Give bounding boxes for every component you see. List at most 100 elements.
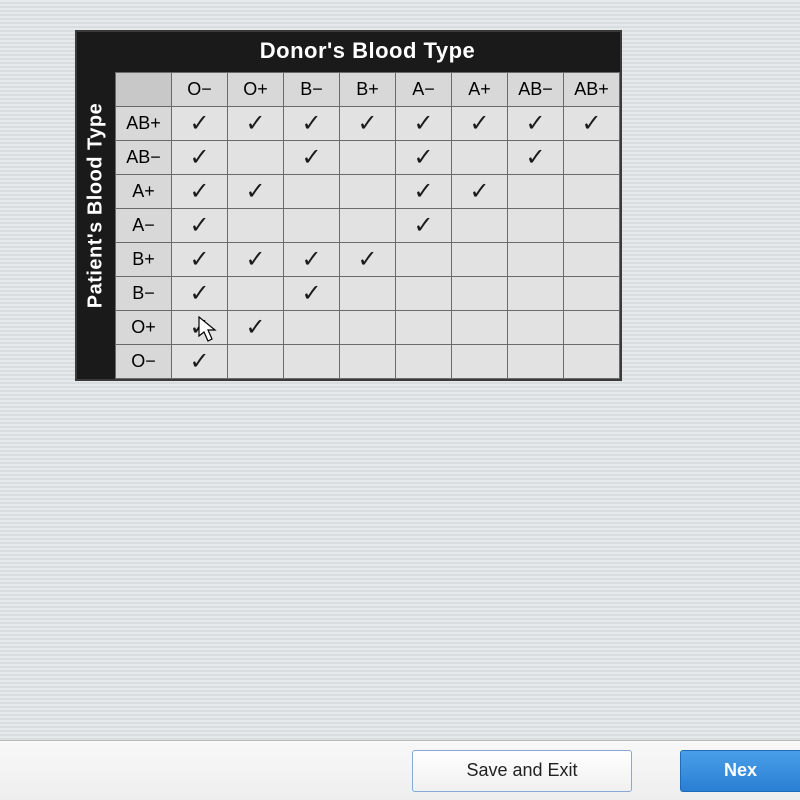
compat-cell: ✓ [396,107,452,141]
check-icon: ✓ [301,110,321,137]
compat-cell [284,345,340,379]
compat-cell [340,277,396,311]
check-icon: ✓ [525,110,545,137]
table-row: A−✓✓ [116,209,620,243]
compat-cell [228,209,284,243]
compat-cell: ✓ [284,277,340,311]
compatibility-table: O− O+ B− B+ A− A+ AB− AB+ AB+✓✓✓✓✓✓✓✓AB−… [115,72,620,379]
compat-cell: ✓ [172,277,228,311]
compat-cell: ✓ [396,209,452,243]
compat-cell: ✓ [564,107,620,141]
compat-cell [564,277,620,311]
check-icon: ✓ [189,348,209,375]
table-main: Donor's Blood Type O− O+ B− B+ A− A+ AB−… [115,32,620,379]
check-icon: ✓ [469,178,489,205]
compat-cell [340,311,396,345]
save-exit-button[interactable]: Save and Exit [412,750,632,792]
bottom-toolbar: Save and Exit Nex [0,740,800,800]
check-icon: ✓ [189,178,209,205]
next-button[interactable]: Nex [680,750,800,792]
check-icon: ✓ [413,110,433,137]
check-icon: ✓ [245,314,265,341]
donor-col-1: O+ [228,73,284,107]
compat-cell [340,345,396,379]
check-icon: ✓ [189,314,209,341]
compat-cell: ✓ [172,209,228,243]
compat-cell: ✓ [452,107,508,141]
compat-cell: ✓ [172,345,228,379]
compat-cell [340,141,396,175]
check-icon: ✓ [245,110,265,137]
compat-cell [396,311,452,345]
compat-cell [564,175,620,209]
patient-row-label: B− [116,277,172,311]
patient-row-label: AB+ [116,107,172,141]
compat-cell [396,243,452,277]
compat-cell: ✓ [396,141,452,175]
check-icon: ✓ [189,110,209,137]
compat-cell [452,277,508,311]
corner-cell [116,73,172,107]
patient-row-label: AB− [116,141,172,175]
compat-cell: ✓ [172,141,228,175]
compat-cell [284,209,340,243]
compat-cell [508,243,564,277]
compat-cell: ✓ [340,243,396,277]
donor-col-7: AB+ [564,73,620,107]
check-icon: ✓ [413,178,433,205]
compat-cell: ✓ [284,107,340,141]
table-row: AB+ ✓ ✓ ✓ ✓ ✓ ✓ ✓ ✓ [116,107,620,141]
check-icon: ✓ [357,110,377,137]
compat-cell [508,277,564,311]
check-icon: ✓ [581,110,601,137]
compat-cell [228,345,284,379]
compat-cell [508,345,564,379]
table-row: B− ✓ ✓ [116,277,620,311]
compat-cell: ✓ [508,107,564,141]
compat-cell: ✓ [228,175,284,209]
check-icon: ✓ [189,280,209,307]
table-row: B+ ✓ ✓ ✓ ✓ [116,243,620,277]
compat-cell [228,277,284,311]
check-icon: ✓ [301,144,321,171]
compat-cell [452,243,508,277]
compat-cell: ✓ [228,107,284,141]
compat-cell: ✓ [172,175,228,209]
compat-cell [508,311,564,345]
compat-cell [452,209,508,243]
compat-cell [284,311,340,345]
compat-cell [452,311,508,345]
compat-cell [508,175,564,209]
patient-row-label: B+ [116,243,172,277]
compat-cell [284,175,340,209]
compat-cell: ✓ [452,175,508,209]
compat-cell [452,141,508,175]
compat-cell [564,209,620,243]
compat-cell [396,345,452,379]
donor-col-6: AB− [508,73,564,107]
compat-cell: ✓ [284,243,340,277]
check-icon: ✓ [189,246,209,273]
compat-cell [564,345,620,379]
check-icon: ✓ [245,246,265,273]
table-body: AB+✓✓✓✓✓✓✓✓AB−✓✓✓✓A+✓✓✓✓A−✓✓B+✓✓✓✓B−✓✓O+… [116,107,620,379]
row-axis-header: Patient's Blood Type [77,32,115,379]
table-row: A+ ✓ ✓ ✓ ✓ [116,175,620,209]
patient-row-label: A+ [116,175,172,209]
compat-cell: ✓ [172,311,228,345]
donor-col-2: B− [284,73,340,107]
compat-cell: ✓ [284,141,340,175]
check-icon: ✓ [301,246,321,273]
compat-cell: ✓ [340,107,396,141]
col-axis-title: Donor's Blood Type [115,32,620,72]
compat-cell [564,311,620,345]
patient-row-label: A− [116,209,172,243]
check-icon: ✓ [413,144,433,171]
table-row: O−✓ [116,345,620,379]
compat-cell: ✓ [228,243,284,277]
table-row: O+✓✓ [116,311,620,345]
compat-cell: ✓ [228,311,284,345]
check-icon: ✓ [189,144,209,171]
donor-col-5: A+ [452,73,508,107]
donor-header-row: O− O+ B− B+ A− A+ AB− AB+ [116,73,620,107]
